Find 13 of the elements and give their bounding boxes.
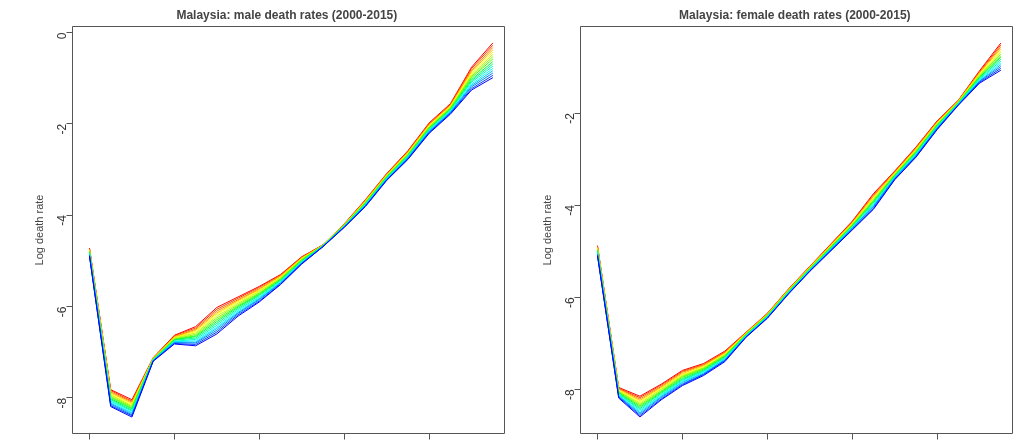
y-tick-label: -2 — [563, 112, 577, 124]
y-tick-label: 0 — [55, 32, 69, 40]
y-tick-label: -4 — [563, 204, 577, 216]
chart-title: Malaysia: male death rates (2000-2015) — [176, 7, 398, 22]
y-axis-title: Log death rate — [540, 194, 553, 266]
y-tick-label: -2 — [55, 123, 69, 135]
y-tick-label: -8 — [55, 397, 69, 409]
y-axis-title: Log death rate — [32, 194, 45, 266]
y-tick-label: -6 — [55, 306, 69, 318]
y-tick-label: -4 — [55, 214, 69, 226]
chart-title: Malaysia: female death rates (2000-2015) — [679, 7, 911, 22]
y-tick-label: -8 — [563, 388, 577, 400]
y-tick-label: -6 — [563, 296, 577, 308]
